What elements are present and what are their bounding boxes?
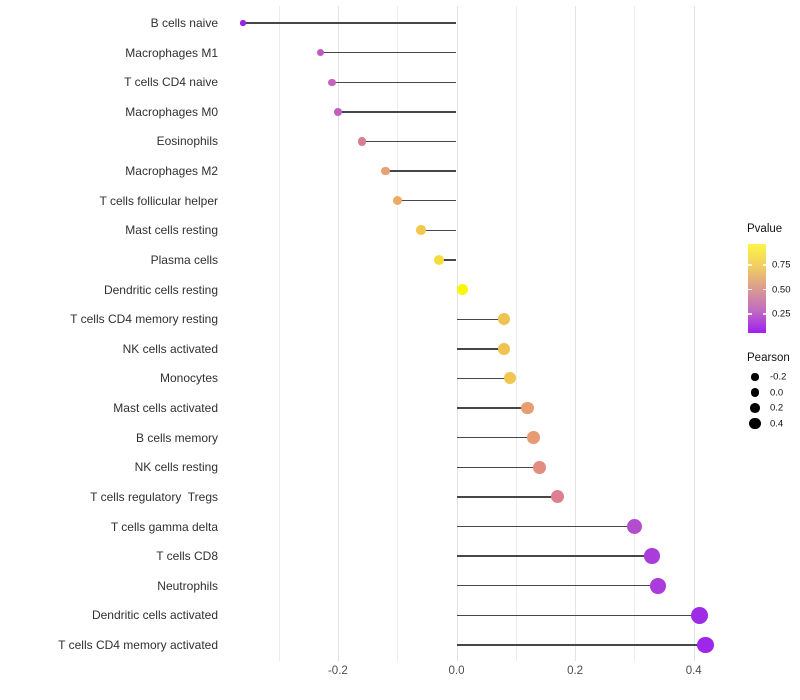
x-tick-label: -0.2 <box>327 665 348 677</box>
y-axis-label: T cells gamma delta <box>110 519 218 534</box>
gridline <box>575 6 577 661</box>
y-axis-label: Macrophages M2 <box>125 164 218 179</box>
lollipop-stem <box>456 436 534 439</box>
lollipop-dot <box>650 577 666 594</box>
lollipop-stem <box>420 229 457 232</box>
y-axis-label: NK cells activated <box>122 341 218 356</box>
pearson-key-label: -0.2 <box>770 371 787 383</box>
lollipop-stem <box>456 644 706 646</box>
pearson-key-label: 0.0 <box>770 387 784 399</box>
y-axis-label: T cells follicular helper <box>99 193 219 208</box>
lollipop-dot <box>392 196 402 206</box>
lollipop-dot <box>550 490 564 504</box>
y-axis-label: B cells naive <box>150 16 218 30</box>
y-axis-label: T cells CD4 naive <box>124 75 218 90</box>
lollipop-dot <box>527 431 540 444</box>
pearson-key-label: 0.2 <box>770 402 784 414</box>
y-axis-label: Dendritic cells activated <box>91 608 218 623</box>
lollipop-dot <box>626 518 642 535</box>
lollipop-dot <box>644 548 660 564</box>
lollipop-stem <box>361 140 457 143</box>
lollipop-dot <box>457 284 468 295</box>
y-axis-label: T cells CD4 memory resting <box>70 312 218 327</box>
y-axis-label: Macrophages M0 <box>125 104 218 119</box>
lollipop-dot <box>328 78 336 86</box>
pearson-legend-title: Pearson <box>747 352 790 364</box>
y-axis-label: Neutrophils <box>157 578 218 593</box>
lollipop-stem <box>456 585 659 587</box>
pvalue-tick-label: 0.50 <box>772 284 791 295</box>
lollipop-stem <box>456 318 504 320</box>
lollipop-stem <box>243 22 457 24</box>
lollipop-stem <box>397 200 457 202</box>
lollipop-stem <box>438 259 457 261</box>
pearson-key-dot <box>749 418 761 430</box>
y-axis-label: Mast cells resting <box>125 223 218 238</box>
pvalue-tick-label: 0.75 <box>772 259 791 271</box>
y-axis-label: Monocytes <box>159 371 218 386</box>
lollipop-dot <box>433 254 444 266</box>
lollipop-dot <box>380 166 390 176</box>
lollipop-stem <box>456 407 528 409</box>
y-axis-label: NK cells resting <box>134 460 218 475</box>
pvalue-tick-label: 0.25 <box>772 308 791 320</box>
lollipop-stem <box>337 111 457 113</box>
lollipop-dot <box>316 49 324 57</box>
lollipop-stem <box>456 377 510 380</box>
y-axis-label: Plasma cells <box>150 252 218 267</box>
lollipop-dot <box>691 606 709 624</box>
lollipop-dot <box>503 372 516 385</box>
x-tick-label: 0.4 <box>685 665 702 677</box>
y-axis-label: T cells CD4 memory activated <box>58 638 218 653</box>
gridline <box>337 6 339 661</box>
x-tick-label: 0.0 <box>448 665 465 677</box>
pvalue-colorbar <box>748 244 766 333</box>
colorbar-tick <box>748 288 752 291</box>
y-axis-label: Dendritic cells resting <box>103 282 218 297</box>
pearson-key-dot <box>750 388 760 397</box>
lollipop-stem <box>456 555 653 557</box>
lollipop-dot <box>498 342 510 355</box>
lollipop-stem <box>331 81 457 83</box>
pearson-key-dot <box>751 373 759 381</box>
plot-panel <box>222 6 731 661</box>
y-axis-label: T cells regulatory Tregs <box>90 489 218 504</box>
lollipop-dot <box>416 225 426 236</box>
pearson-key-dot <box>750 403 760 414</box>
y-axis-label: B cells memory <box>135 430 218 445</box>
lollipop-dot <box>521 401 534 415</box>
x-tick-label: 0.2 <box>567 665 584 677</box>
gridline <box>634 6 636 661</box>
lollipop-dot <box>357 137 366 146</box>
gridline <box>693 6 695 661</box>
colorbar-tick <box>748 313 752 315</box>
colorbar-tick <box>762 264 766 266</box>
lollipop-stem <box>456 614 700 617</box>
y-axis-label: Mast cells activated <box>113 401 218 416</box>
lollipop-dot <box>334 108 342 116</box>
lollipop-stem <box>385 170 457 172</box>
lollipop-dot <box>240 20 246 26</box>
pearson-key-label: 0.4 <box>770 418 784 430</box>
lollipop-dot <box>533 460 546 474</box>
gridline <box>397 6 399 661</box>
pvalue-legend-title: Pvalue <box>747 223 783 235</box>
y-axis-label: Eosinophils <box>156 134 218 149</box>
colorbar-tick <box>762 288 766 291</box>
lollipop-dot <box>498 313 510 326</box>
gridline <box>515 6 517 661</box>
y-axis-label: T cells CD8 <box>156 549 218 564</box>
lollipop-stem <box>456 466 540 468</box>
lollipop-stem <box>456 348 504 350</box>
gridline <box>278 6 280 661</box>
lollipop-stem <box>456 525 635 528</box>
lollipop-stem <box>320 51 457 54</box>
colorbar-tick <box>748 264 752 266</box>
lollipop-stem <box>456 496 558 498</box>
lollipop-dot <box>697 636 715 654</box>
colorbar-tick <box>762 313 766 315</box>
y-axis-label: Macrophages M1 <box>125 45 218 60</box>
gridline <box>456 6 458 661</box>
